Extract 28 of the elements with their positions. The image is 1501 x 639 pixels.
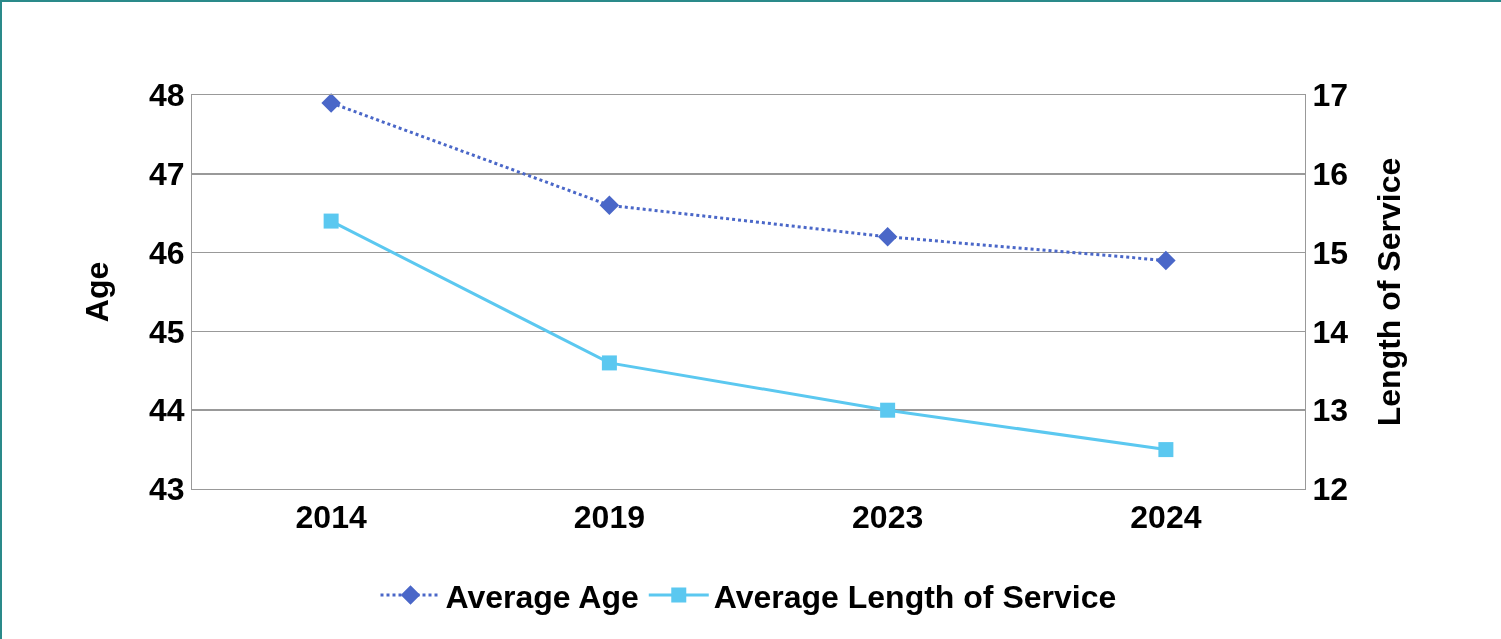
y2-tick-label: 17 — [1312, 77, 1348, 114]
point — [877, 227, 898, 247]
y-axis-title: Age — [79, 261, 116, 323]
y2-tick-label: 16 — [1312, 156, 1348, 192]
y-tick-label: 48 — [149, 77, 185, 114]
x-tick-label: 2014 — [295, 499, 367, 536]
y-tick-label: 47 — [149, 156, 185, 192]
y-tick-label: 46 — [149, 234, 185, 271]
y2-tick-label: 14 — [1312, 313, 1349, 350]
x-tick-label: 2023 — [852, 499, 924, 536]
point — [1158, 442, 1174, 458]
y-tick-label: 45 — [149, 313, 185, 350]
point — [880, 402, 896, 418]
y2-axis-title: Length of Service — [1371, 157, 1408, 427]
point — [321, 93, 341, 113]
legend-label: Average Age — [445, 578, 639, 615]
y-tick-label: 44 — [149, 392, 185, 429]
point — [1156, 250, 1176, 271]
point — [323, 213, 339, 229]
y-tick-label: 43 — [149, 471, 185, 508]
point — [601, 355, 617, 371]
x-tick-label: 2024 — [1130, 499, 1202, 536]
y2-tick-label: 12 — [1312, 471, 1348, 508]
legend-label: Average Length of Service — [713, 578, 1117, 615]
y2-tick-label: 15 — [1312, 234, 1348, 271]
point — [599, 195, 620, 216]
x-tick-label: 2019 — [573, 499, 645, 536]
y2-tick-label: 13 — [1312, 392, 1348, 429]
